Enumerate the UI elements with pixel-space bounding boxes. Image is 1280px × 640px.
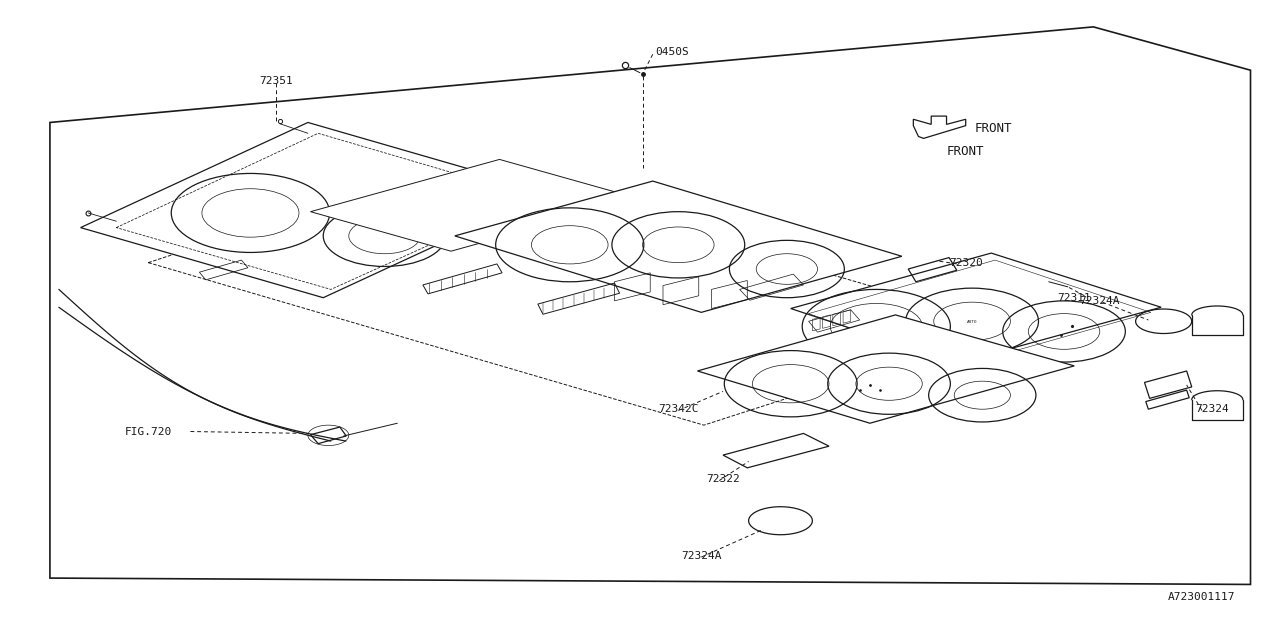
Polygon shape [311,159,640,251]
Text: 72351: 72351 [259,76,293,86]
Polygon shape [1144,371,1192,398]
Text: FRONT: FRONT [974,122,1012,135]
Polygon shape [914,116,965,138]
Text: 72324A: 72324A [1079,296,1120,306]
Polygon shape [311,427,346,444]
Polygon shape [81,122,550,298]
Text: AUTO: AUTO [966,320,978,324]
Text: 72324: 72324 [1196,404,1229,414]
Polygon shape [791,253,1161,364]
Polygon shape [723,433,829,468]
Text: 72324A: 72324A [681,551,722,561]
Text: 72311: 72311 [1057,292,1091,303]
Polygon shape [698,315,1074,423]
Polygon shape [454,181,902,312]
Polygon shape [1146,390,1189,409]
Text: A723001117: A723001117 [1169,592,1235,602]
Text: 72342C: 72342C [658,404,699,414]
Text: FIG.720: FIG.720 [124,426,172,436]
Text: 0450S: 0450S [655,47,689,58]
Text: 72320: 72320 [948,258,983,268]
Text: 72322: 72322 [707,474,740,484]
Text: FRONT: FRONT [947,145,984,157]
